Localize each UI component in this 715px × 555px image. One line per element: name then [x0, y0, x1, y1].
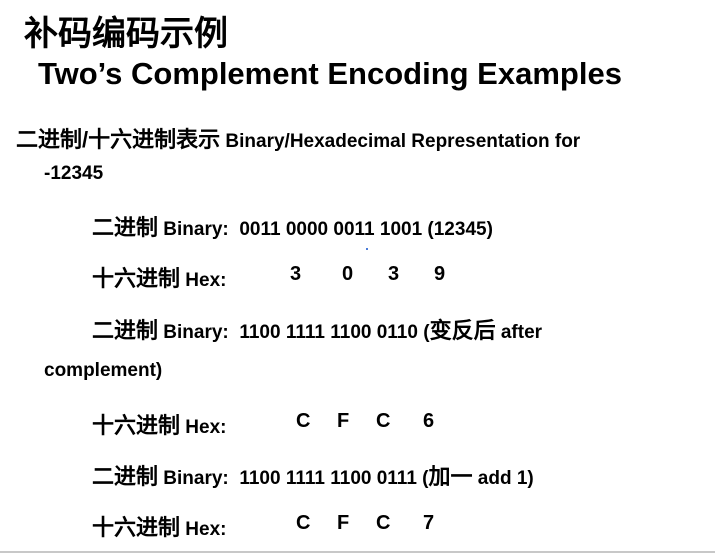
binary-row-3: 二进制 Binary: 1100 1111 1100 0111 (加一 add … [92, 459, 534, 491]
hex-digit: 0 [342, 263, 354, 285]
row-label: Hex: [185, 417, 227, 438]
intro-en: Binary/Hexadecimal Representation for [225, 131, 581, 152]
slide-title-chinese: 补码编码示例 [24, 15, 228, 53]
hex-digit: F [337, 410, 350, 432]
row-value: 1100 1111 1100 0110 ( [239, 322, 430, 343]
hex-digit: 7 [423, 512, 435, 534]
bottom-divider [0, 551, 715, 553]
row-zh: 二进制 [92, 318, 159, 343]
row-label: Binary: [163, 468, 229, 489]
row-zh: 十六进制 [92, 413, 181, 438]
row-note-en: add 1) [472, 468, 534, 489]
row-note-zh: 加一 [428, 464, 473, 489]
row-label: Hex: [185, 270, 227, 291]
intro-value: -12345 [44, 163, 104, 184]
slide-title-english: Two’s Complement Encoding Examples [38, 56, 622, 91]
binary-row-2-continued: complement) [44, 360, 163, 381]
row-zh: 十六进制 [92, 515, 181, 540]
binary-row-2: 二进制 Binary: 1100 1111 1100 0110 (变反后 aft… [92, 313, 542, 345]
hex-digit: C [296, 512, 311, 534]
hex-row-2: 十六进制 Hex: [92, 408, 226, 440]
hex-digit: C [376, 410, 391, 432]
row-zh: 二进制 [92, 464, 159, 489]
row-value: 1100 1111 1100 0111 ( [239, 468, 429, 489]
row-label: Binary: [163, 219, 229, 240]
row-label: Binary: [163, 322, 229, 343]
intro-line: 二进制/十六进制表示 Binary/Hexadecimal Representa… [16, 122, 580, 154]
hex-digit: C [376, 512, 391, 534]
row-zh: 十六进制 [92, 266, 181, 291]
hex-row-1: 十六进制 Hex: [92, 261, 226, 293]
row-note-en: after [495, 322, 543, 343]
stray-dot [366, 248, 368, 250]
row-value: 0011 0000 0011 1001 (12345) [239, 219, 493, 240]
hex-digit: F [337, 512, 350, 534]
row-note-zh: 变反后 [429, 318, 496, 343]
row-label: Hex: [185, 519, 227, 540]
hex-digit: 6 [423, 410, 435, 432]
hex-digit: 3 [388, 263, 400, 285]
hex-digit: C [296, 410, 311, 432]
hex-digit: 9 [434, 263, 446, 285]
hex-digit: 3 [290, 263, 302, 285]
row-zh: 二进制 [92, 215, 159, 240]
hex-row-3: 十六进制 Hex: [92, 510, 226, 542]
intro-zh: 二进制/十六进制表示 [16, 127, 221, 152]
binary-row-1: 二进制 Binary: 0011 0000 0011 1001 (12345) [92, 210, 493, 242]
